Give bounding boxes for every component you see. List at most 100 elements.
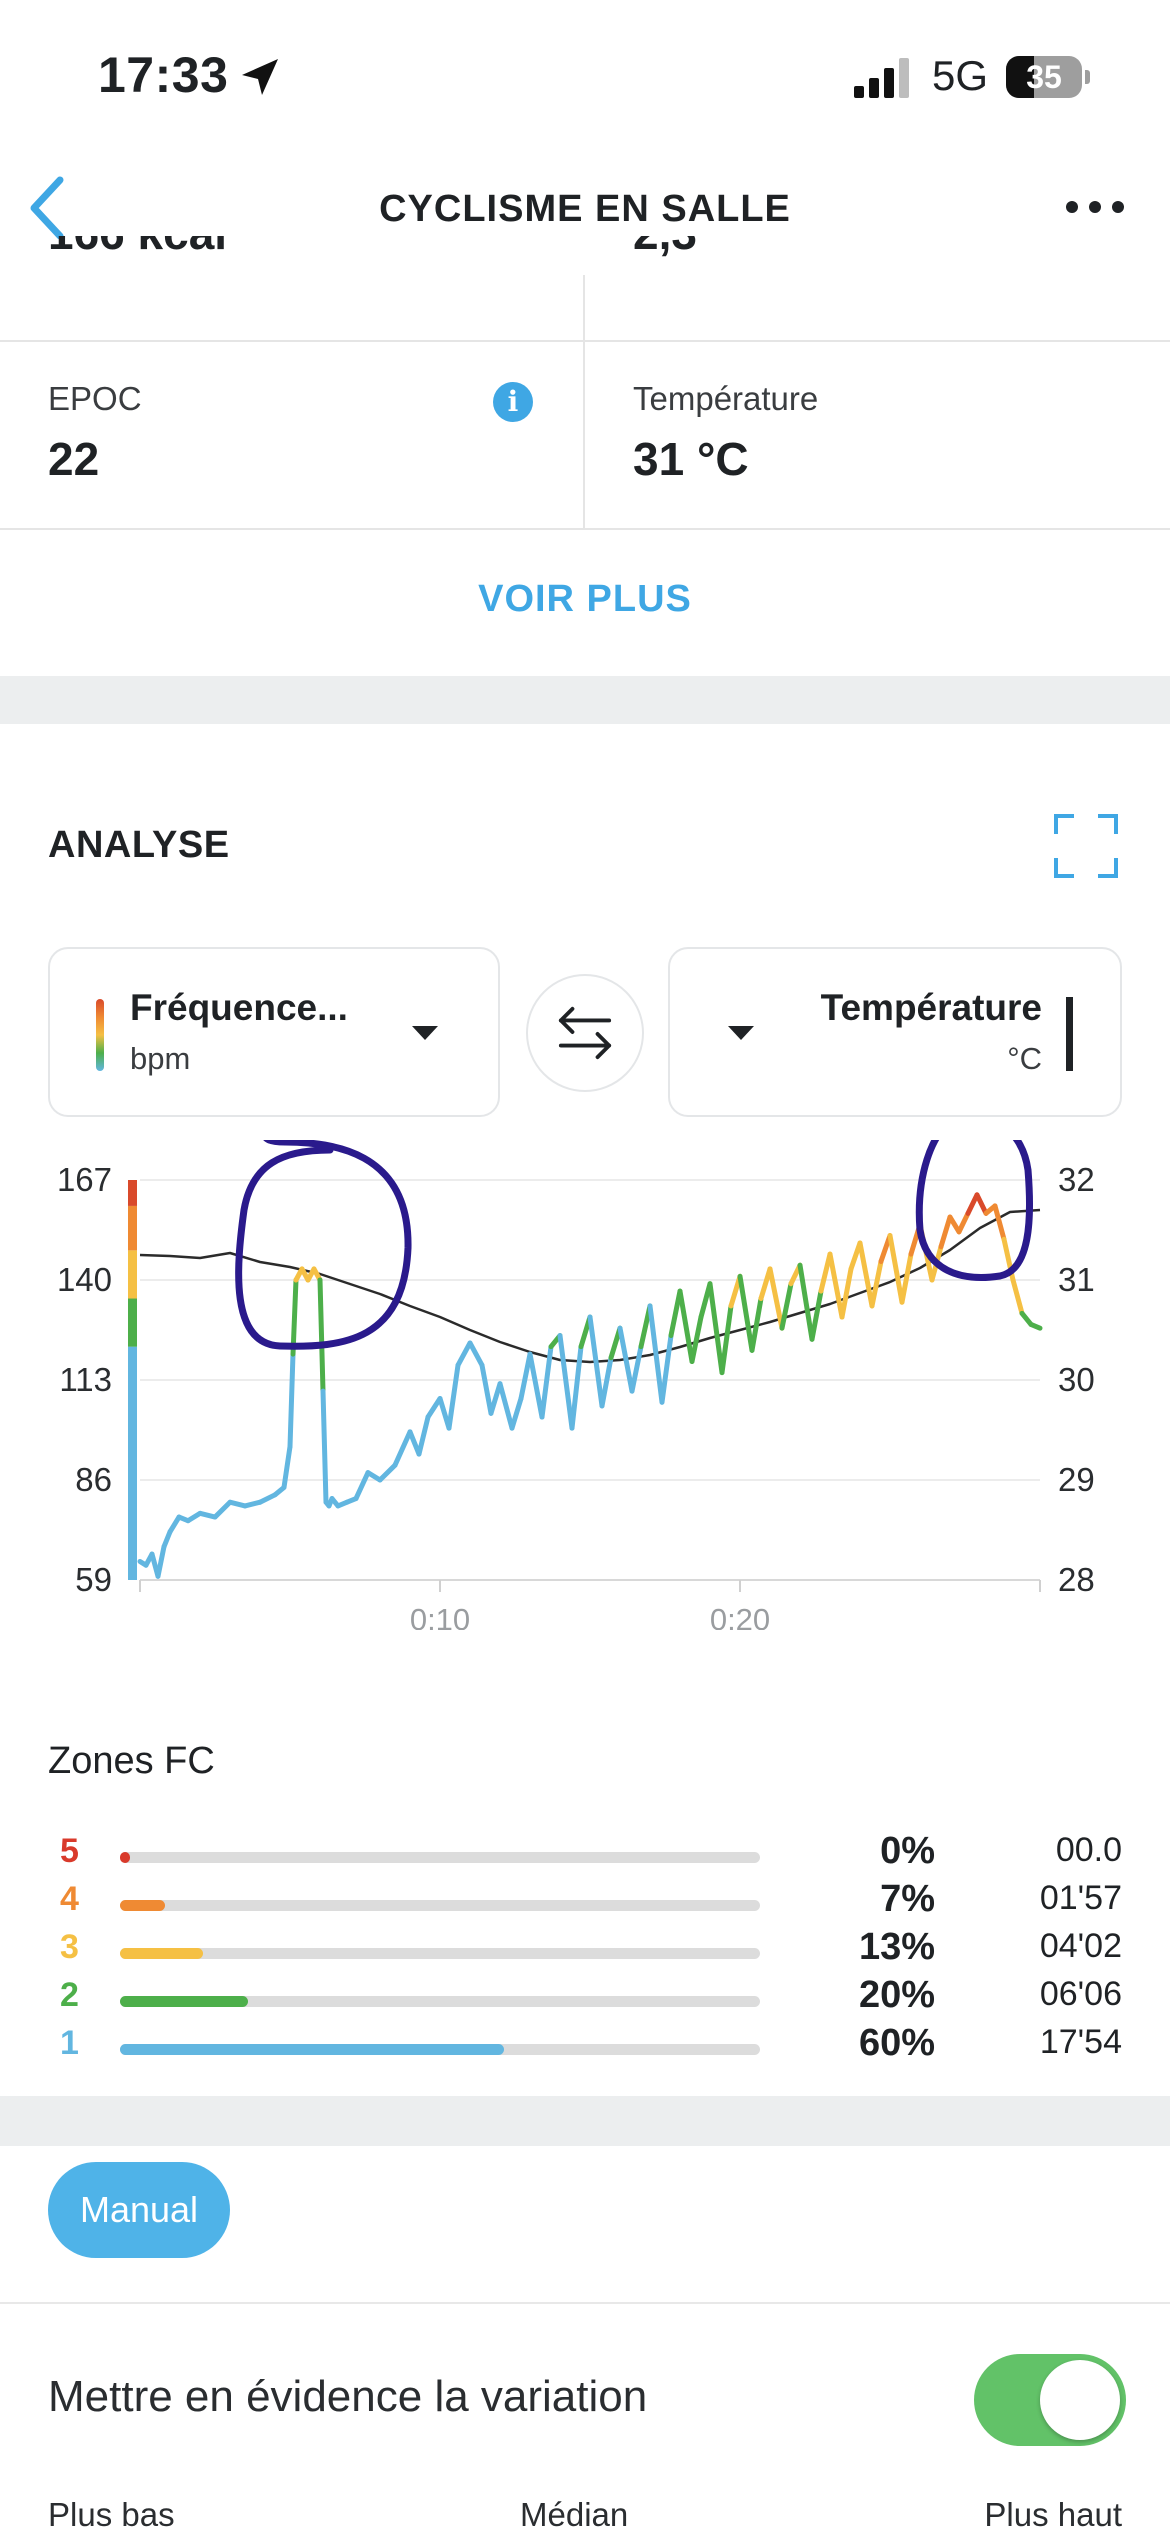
heart-rate-segment — [167, 1514, 182, 1535]
zones-title: Zones FC — [48, 1740, 215, 1782]
chevron-down-icon — [728, 1026, 754, 1040]
network-type: 5G — [932, 52, 989, 99]
heart-rate-segment — [668, 1288, 683, 1339]
heart-rate-segment — [599, 1355, 614, 1409]
heart-rate-segment — [629, 1344, 644, 1394]
y-left-tick-label: 86 — [75, 1461, 112, 1498]
left-metric-selector[interactable]: Fréquence... bpm — [48, 947, 500, 1117]
swap-metrics-button[interactable] — [526, 974, 644, 1092]
left-metric-title: Fréquence... — [130, 987, 348, 1028]
heart-rate-segment — [779, 1281, 794, 1331]
battery-icon: 35 — [1006, 56, 1090, 100]
y-right-tick-label: 29 — [1058, 1461, 1095, 1498]
fullscreen-icon[interactable] — [1054, 814, 1118, 878]
y-right-tick-label: 32 — [1058, 1161, 1095, 1198]
y-left-tick-label: 113 — [59, 1361, 112, 1398]
heart-rate-segment — [197, 1510, 218, 1520]
y-left-tick-label: 167 — [57, 1161, 112, 1198]
heart-rate-segment — [1028, 1321, 1043, 1331]
heart-rate-segment — [287, 1351, 296, 1450]
zone-color-strip — [128, 1250, 137, 1299]
heart-rate-segment — [497, 1381, 515, 1431]
highlight-variation-toggle[interactable] — [974, 2354, 1126, 2446]
heart-rate-segment — [689, 1314, 704, 1364]
temperature-line-swatch — [1066, 997, 1073, 1071]
y-left-tick-label: 59 — [75, 1561, 112, 1598]
heart-rate-segment — [527, 1351, 545, 1420]
y-right-tick-label: 30 — [1058, 1361, 1095, 1398]
zone-duration: 04'02 — [1039, 1927, 1122, 1965]
highest-label: Plus haut — [984, 2496, 1122, 2533]
heart-rate-segment — [797, 1262, 815, 1342]
location-arrow-icon — [242, 59, 278, 95]
left-metric-unit: bpm — [130, 1041, 191, 1076]
zone-bar-fill — [120, 1996, 248, 2007]
heart-rate-segment — [965, 1192, 980, 1216]
y-right-tick-label: 28 — [1058, 1561, 1095, 1598]
zone-color-strip — [128, 1205, 137, 1251]
temperature-series-line — [139, 1208, 1041, 1364]
heart-rate-segment — [887, 1233, 905, 1305]
analyse-title: ANALYSE — [48, 824, 230, 866]
zone-bar — [120, 1996, 760, 2007]
chevron-down-icon — [412, 1026, 438, 1040]
analysis-chart[interactable]: 167 140 113 86 59 32 31 30 29 28 0:10 0:20 — [0, 1140, 1170, 1630]
heart-rate-segment — [446, 1362, 461, 1431]
metric-value-clipped: 2,3 — [633, 236, 697, 298]
zone-duration: 00.0 — [1055, 1831, 1122, 1869]
divider — [0, 2302, 1170, 2304]
heart-rate-segment — [587, 1314, 605, 1409]
right-metric-unit: °C — [1007, 1041, 1042, 1076]
heart-rate-segment — [242, 1499, 263, 1509]
heart-rate-segment — [737, 1273, 755, 1353]
heart-rate-segment — [569, 1344, 584, 1431]
heart-rate-segment — [155, 1544, 167, 1579]
zone-percent: 60% — [858, 2022, 935, 2064]
more-options-button[interactable] — [1060, 190, 1130, 224]
heart-rate-segment — [719, 1303, 734, 1376]
info-icon[interactable]: i — [493, 382, 533, 422]
heart-rate-segment — [467, 1340, 485, 1368]
heart-rate-segment — [749, 1296, 764, 1353]
temperature-value: 31 °C — [633, 433, 749, 485]
heart-rate-segment — [320, 1388, 329, 1505]
heart-rate-segment — [488, 1381, 503, 1416]
temperature-label: Température — [633, 380, 819, 417]
highlight-variation-label: Mettre en évidence la variation — [48, 2372, 648, 2421]
heart-rate-segment — [290, 1277, 299, 1357]
grid-divider — [0, 528, 1170, 530]
heart-rate-segment — [212, 1499, 233, 1520]
page-title: CYCLISME EN SALLE — [379, 188, 791, 230]
battery-level: 35 — [1026, 59, 1062, 95]
heart-rate-segment — [257, 1492, 278, 1505]
grid-divider — [0, 340, 1170, 342]
back-button[interactable] — [20, 170, 80, 246]
heart-rate-segment — [818, 1251, 833, 1294]
heart-rate-segment — [392, 1429, 413, 1468]
heart-rate-segment — [707, 1281, 725, 1376]
epoc-value: 22 — [48, 433, 100, 485]
section-separator — [0, 676, 1170, 724]
heart-rate-segment — [161, 1529, 173, 1550]
manual-chip[interactable]: Manual — [48, 2162, 230, 2258]
y-left-tick-label: 140 — [57, 1261, 112, 1298]
zone-bar — [120, 1948, 760, 1959]
zone-number: 4 — [60, 1880, 79, 1918]
right-metric-selector[interactable]: Température °C — [668, 947, 1122, 1117]
heart-rate-segment — [677, 1288, 695, 1364]
heart-rate-segment — [227, 1499, 248, 1509]
heart-rate-segment — [857, 1240, 875, 1309]
voir-plus-button[interactable]: VOIR PLUS — [478, 578, 692, 620]
zone-row-4: 4 7% 01'57 — [0, 1878, 1170, 1928]
heart-rate-segment — [1010, 1277, 1025, 1316]
zone-duration: 06'06 — [1039, 1975, 1122, 2013]
zone-bar-fill — [120, 1900, 165, 1911]
x-tick-label: 0:10 — [410, 1602, 470, 1630]
grid-divider — [583, 275, 585, 530]
heart-rate-segment — [827, 1251, 845, 1320]
zone-color-strip — [128, 1180, 137, 1206]
section-separator — [0, 2096, 1170, 2146]
heart-rate-segment — [659, 1333, 674, 1405]
annotation-circle — [235, 1140, 412, 1350]
zone-percent: 20% — [858, 1974, 935, 2016]
